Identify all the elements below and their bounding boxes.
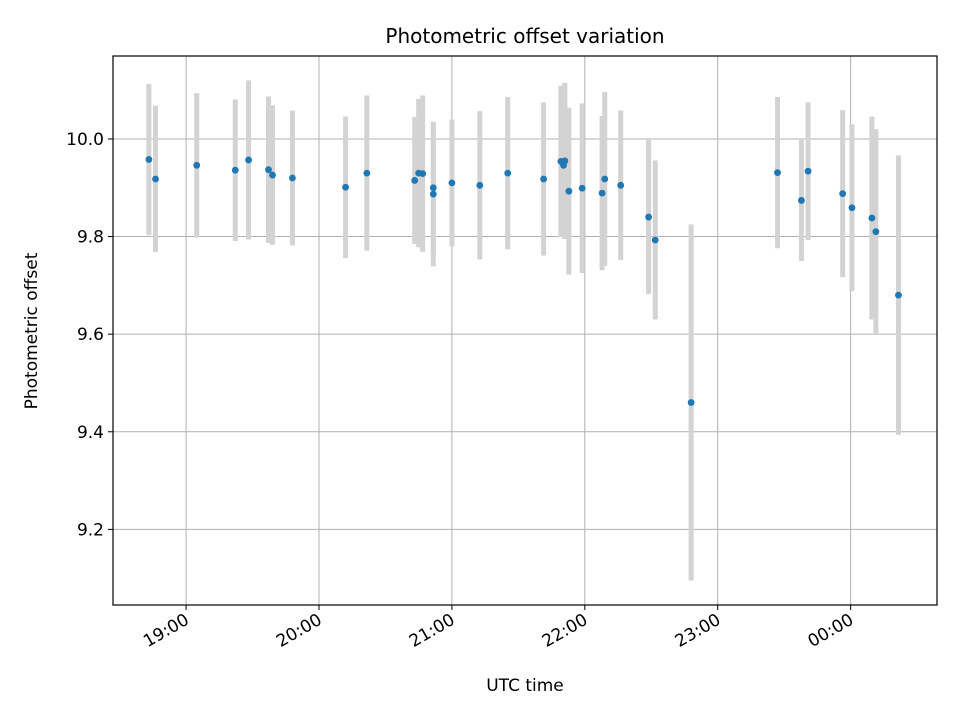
data-point <box>804 167 812 175</box>
data-point <box>363 169 371 177</box>
x-axis-label: UTC time <box>486 676 564 696</box>
data-point <box>598 189 606 197</box>
y-tick-label: 9.4 <box>77 423 104 443</box>
data-point <box>419 170 427 178</box>
data-point <box>476 181 484 189</box>
data-point <box>872 228 880 236</box>
data-point <box>504 169 512 177</box>
data-point <box>645 213 652 221</box>
y-axis-label: Photometric offset <box>22 252 42 409</box>
data-point <box>687 399 695 406</box>
data-point <box>540 175 548 183</box>
data-point <box>617 181 625 189</box>
data-points <box>145 156 902 406</box>
y-tick-label: 9.2 <box>77 520 104 540</box>
data-point <box>848 204 856 212</box>
data-point <box>145 156 153 163</box>
data-point <box>245 156 252 164</box>
data-point <box>265 166 272 174</box>
y-tick-label: 10.0 <box>66 130 104 150</box>
chart-title: Photometric offset variation <box>385 24 664 48</box>
data-point <box>798 197 805 204</box>
data-point <box>269 171 276 179</box>
data-point <box>231 166 239 174</box>
data-point <box>429 184 437 192</box>
data-point <box>448 179 456 187</box>
data-point <box>578 184 586 192</box>
data-point <box>289 174 296 182</box>
data-point <box>565 187 573 195</box>
y-axis: 9.2 9.4 9.6 9.8 10.0 <box>66 130 113 540</box>
data-point <box>193 161 201 169</box>
data-point <box>411 177 419 184</box>
plot-frame <box>112 55 938 606</box>
data-point <box>651 236 659 244</box>
data-point <box>895 291 902 299</box>
data-point <box>561 157 569 165</box>
data-point <box>342 183 349 191</box>
data-point <box>429 190 437 198</box>
data-point <box>839 190 847 198</box>
data-point <box>152 175 159 183</box>
data-point <box>601 175 609 183</box>
y-tick-label: 9.8 <box>77 228 104 248</box>
y-tick-label: 9.6 <box>77 325 104 345</box>
data-point <box>868 214 876 222</box>
data-point <box>774 169 781 177</box>
